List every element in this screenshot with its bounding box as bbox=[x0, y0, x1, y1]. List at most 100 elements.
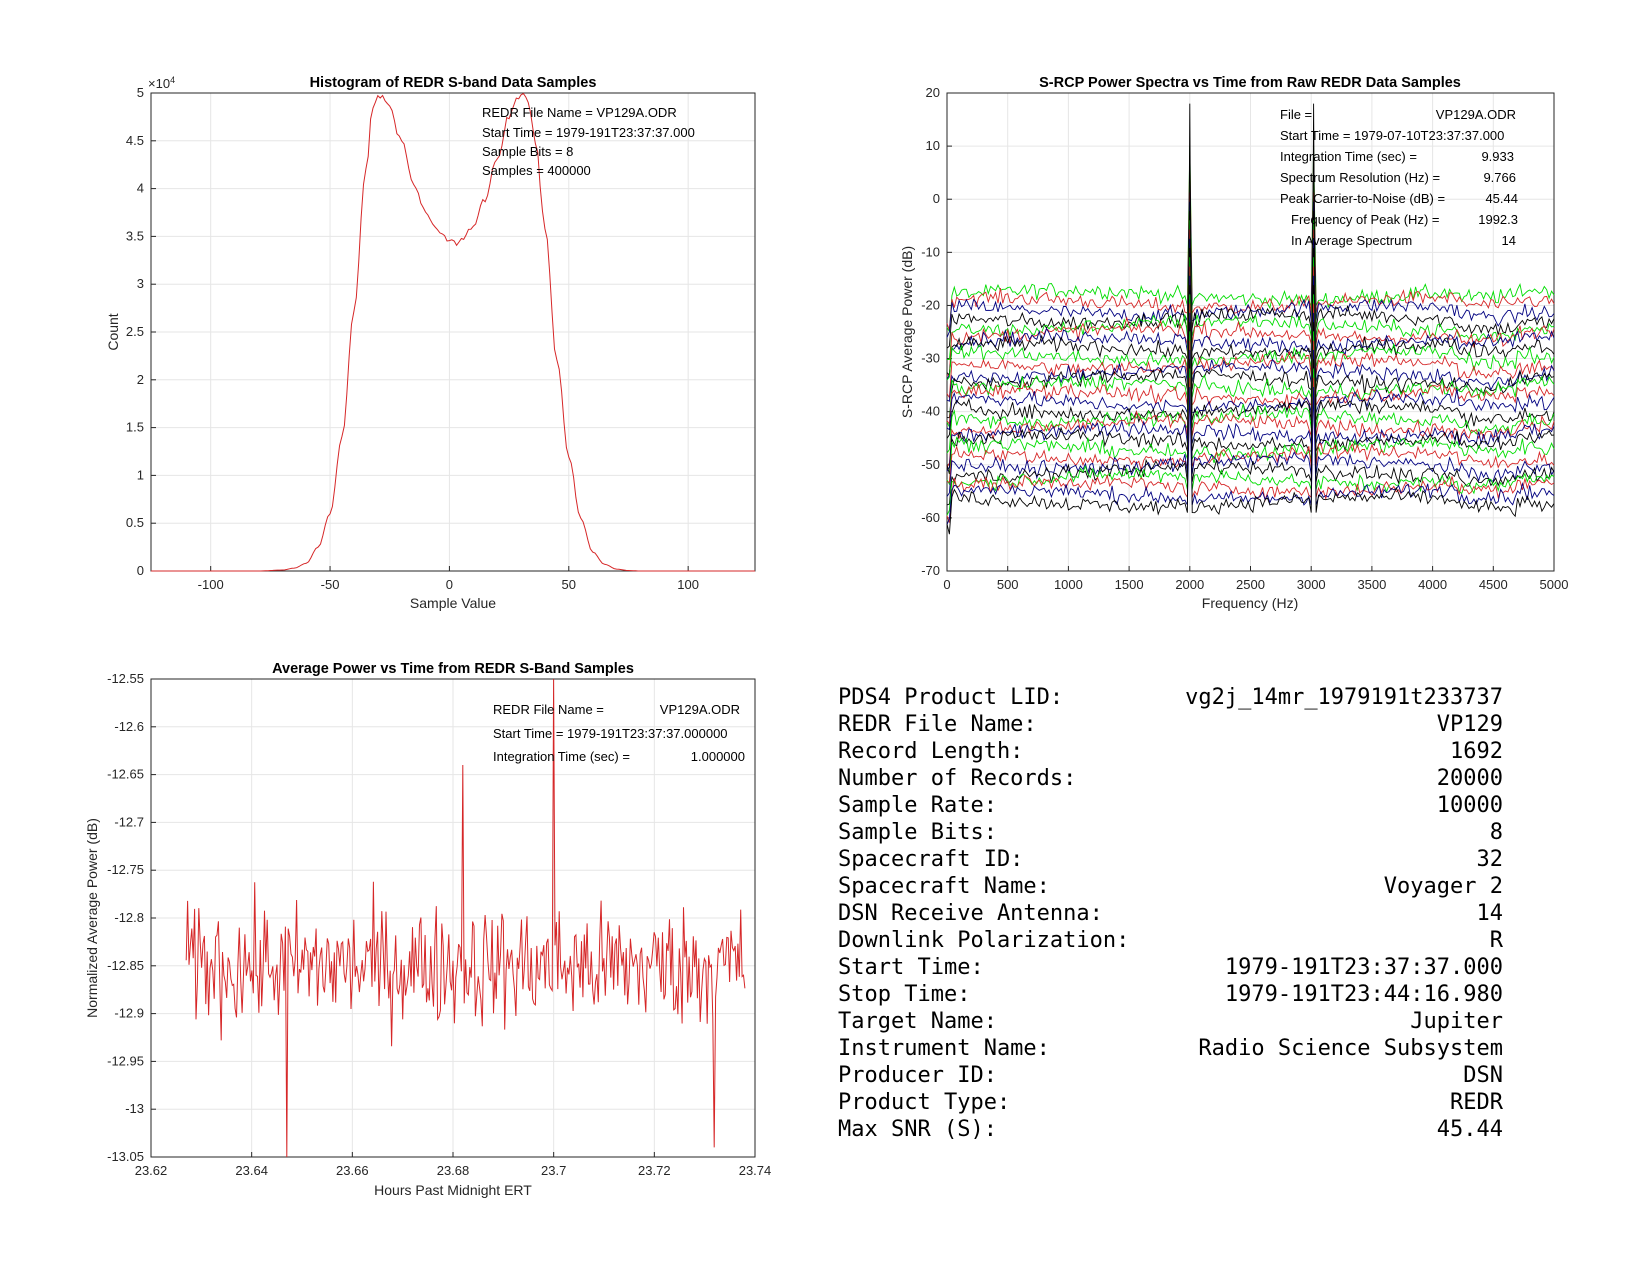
histogram-series-line bbox=[151, 92, 755, 572]
histogram-y-tick-label: 2.5 bbox=[126, 324, 144, 339]
spectra-annotation-label: File = bbox=[1280, 107, 1312, 122]
spectra-series-line bbox=[946, 146, 1555, 334]
power-time-y-tick-label: -12.65 bbox=[107, 767, 144, 782]
power-time-y-tick-label: -12.55 bbox=[107, 671, 144, 686]
power-time-y-tick-label: -12.75 bbox=[107, 862, 144, 877]
spectra-series-line bbox=[946, 103, 1555, 535]
histogram-plot: -100 -50 0 50 100 0 0.5 1 1.5 2 2.5 3 3.5 4 4.5 5 Hist… bbox=[105, 75, 756, 611]
spectra-y-tick-label: -70 bbox=[921, 563, 940, 578]
spectra-x-tick-label: 2000 bbox=[1175, 577, 1204, 592]
power-time-annotation-box: REDR File Name = VP129A.ODR Start Time =… bbox=[493, 702, 745, 764]
spectra-annotation-value: 1992.3 bbox=[1478, 212, 1518, 227]
histogram-y-tick-label: 0 bbox=[137, 563, 144, 578]
spectra-y-tick-label: 10 bbox=[926, 138, 940, 153]
spectra-series-line bbox=[946, 359, 1555, 506]
spectra-annotation-label: Peak Carrier-to-Noise (dB) = bbox=[1280, 191, 1445, 206]
spectra-y-tick-label: 0 bbox=[933, 191, 940, 206]
metadata-value: vg2j_14mr_1979191t233737 bbox=[1185, 685, 1503, 710]
power-time-y-tick-label: -12.9 bbox=[114, 1006, 144, 1021]
metadata-row: Producer ID: DSN bbox=[838, 1062, 1503, 1089]
spectra-y-tick-label: -40 bbox=[921, 404, 940, 419]
spectra-annotation-box: File = VP129A.ODR Start Time = 1979-07-1… bbox=[1280, 107, 1518, 248]
metadata-label: Downlink Polarization: bbox=[838, 928, 1130, 953]
metadata-label: REDR File Name: bbox=[838, 712, 1037, 737]
spectra-series-line bbox=[946, 266, 1555, 426]
power-time-y-ticks: -13.05 -13 -12.95 -12.9 -12.85 -12.8 -12.75 -12… bbox=[107, 671, 156, 1164]
power-time-y-tick-label: -12.7 bbox=[114, 814, 144, 829]
spectra-title: S-RCP Power Spectra vs Time from Raw RED… bbox=[1039, 75, 1461, 91]
histogram-x-tick-label: -50 bbox=[321, 577, 340, 592]
power-time-y-tick-label: -12.8 bbox=[114, 910, 144, 925]
spectra-series-line bbox=[946, 386, 1555, 525]
metadata-label: Product Type: bbox=[838, 1090, 1011, 1115]
power-time-y-label: Normalized Average Power (dB) bbox=[84, 818, 100, 1018]
spectra-series-line bbox=[946, 285, 1555, 439]
spectra-x-tick-label: 1500 bbox=[1115, 577, 1144, 592]
histogram-annotation-box: REDR File Name = VP129A.ODR Start Time =… bbox=[482, 105, 695, 178]
spectra-series-line bbox=[946, 229, 1555, 400]
histogram-annotation-line: Start Time = 1979-191T23:37:37.000 bbox=[482, 125, 695, 140]
power-time-annotation-value: VP129A.ODR bbox=[660, 702, 740, 717]
metadata-row: Sample Rate: 10000 bbox=[838, 792, 1503, 819]
spectra-y-tick-label: 20 bbox=[926, 85, 940, 100]
histogram-annotation-line: Sample Bits = 8 bbox=[482, 144, 573, 159]
histogram-x-tick-label: 50 bbox=[562, 577, 576, 592]
histogram-x-label: Sample Value bbox=[410, 595, 496, 611]
power-time-grid bbox=[150, 678, 756, 1158]
metadata-row: DSN Receive Antenna: 14 bbox=[838, 900, 1503, 927]
metadata-row: Downlink Polarization: R bbox=[838, 927, 1503, 954]
histogram-x-ticks: -100 -50 0 50 100 bbox=[198, 566, 699, 592]
power-time-x-tick-label: 23.7 bbox=[541, 1163, 566, 1178]
spectra-x-tick-label: 4500 bbox=[1479, 577, 1508, 592]
spectra-y-tick-label: -20 bbox=[921, 297, 940, 312]
power-time-title: Average Power vs Time from REDR S-Band S… bbox=[272, 661, 634, 677]
spectra-y-label: S-RCP Average Power (dB) bbox=[899, 246, 915, 418]
spectra-series-line bbox=[946, 210, 1555, 376]
spectra-series-line bbox=[946, 257, 1555, 429]
histogram-y-tick-label: 4.5 bbox=[126, 133, 144, 148]
spectra-series-line bbox=[946, 312, 1555, 472]
metadata-value: 8 bbox=[1489, 820, 1503, 845]
metadata-label: Spacecraft Name: bbox=[838, 874, 1050, 899]
spectra-y-tick-label: -60 bbox=[921, 510, 940, 525]
power-time-y-tick-label: -12.85 bbox=[107, 958, 144, 973]
spectra-series-line bbox=[946, 275, 1555, 431]
metadata-value: Voyager 2 bbox=[1383, 874, 1503, 899]
metadata-row: Record Length: 1692 bbox=[838, 738, 1503, 765]
spectra-series-line bbox=[946, 377, 1555, 523]
power-time-annotation-value: 1.000000 bbox=[691, 749, 745, 764]
metadata-value: 10000 bbox=[1436, 793, 1503, 818]
metadata-row: Target Name: Jupiter bbox=[838, 1008, 1503, 1035]
metadata-row: Start Time: 1979-191T23:37:37.000 bbox=[838, 954, 1503, 981]
spectra-annotation-value: VP129A.ODR bbox=[1436, 107, 1516, 122]
power-time-series-line bbox=[185, 678, 746, 1158]
spectra-y-tick-label: -50 bbox=[921, 457, 940, 472]
spectra-x-tick-label: 1000 bbox=[1054, 577, 1083, 592]
spectra-annotation-label: Integration Time (sec) = bbox=[1280, 149, 1417, 164]
metadata-label: Stop Time: bbox=[838, 982, 971, 1007]
spectra-x-label: Frequency (Hz) bbox=[1202, 595, 1298, 611]
spectra-x-ticks: 0 500 1000 1500 2000 2500 3000 3500 4000 4500 5000 bbox=[943, 566, 1568, 592]
spectra-x-tick-label: 500 bbox=[997, 577, 1019, 592]
metadata-label: Record Length: bbox=[838, 739, 1024, 764]
spectra-annotation-label: Spectrum Resolution (Hz) = bbox=[1280, 170, 1440, 185]
histogram-y-tick-label: 5 bbox=[137, 85, 144, 100]
metadata-label: Sample Rate: bbox=[838, 793, 997, 818]
spectra-series-line bbox=[946, 294, 1555, 454]
spectra-x-tick-label: 3500 bbox=[1357, 577, 1386, 592]
metadata-row: Number of Records: 20000 bbox=[838, 765, 1503, 792]
spectra-annotation-value: 9.766 bbox=[1483, 170, 1516, 185]
metadata-label: PDS4 Product LID: bbox=[838, 685, 1064, 710]
power-time-x-tick-label: 23.74 bbox=[739, 1163, 772, 1178]
histogram-y-ticks: 0 0.5 1 1.5 2 2.5 3 3.5 4 4.5 5 bbox=[126, 85, 156, 578]
histogram-y-tick-label: 1.5 bbox=[126, 420, 144, 435]
spectra-x-tick-label: 3000 bbox=[1297, 577, 1326, 592]
metadata-label: DSN Receive Antenna: bbox=[838, 901, 1103, 926]
metadata-table: PDS4 Product LID: vg2j_14mr_1979191t23373… bbox=[838, 684, 1503, 1143]
metadata-value: REDR bbox=[1450, 1090, 1503, 1115]
histogram-y-label: Count bbox=[105, 313, 121, 350]
metadata-value: Jupiter bbox=[1410, 1009, 1503, 1034]
spectra-series-line bbox=[946, 331, 1555, 486]
histogram-annotation-line: Samples = 400000 bbox=[482, 163, 591, 178]
metadata-row: REDR File Name: VP129 bbox=[838, 711, 1503, 738]
